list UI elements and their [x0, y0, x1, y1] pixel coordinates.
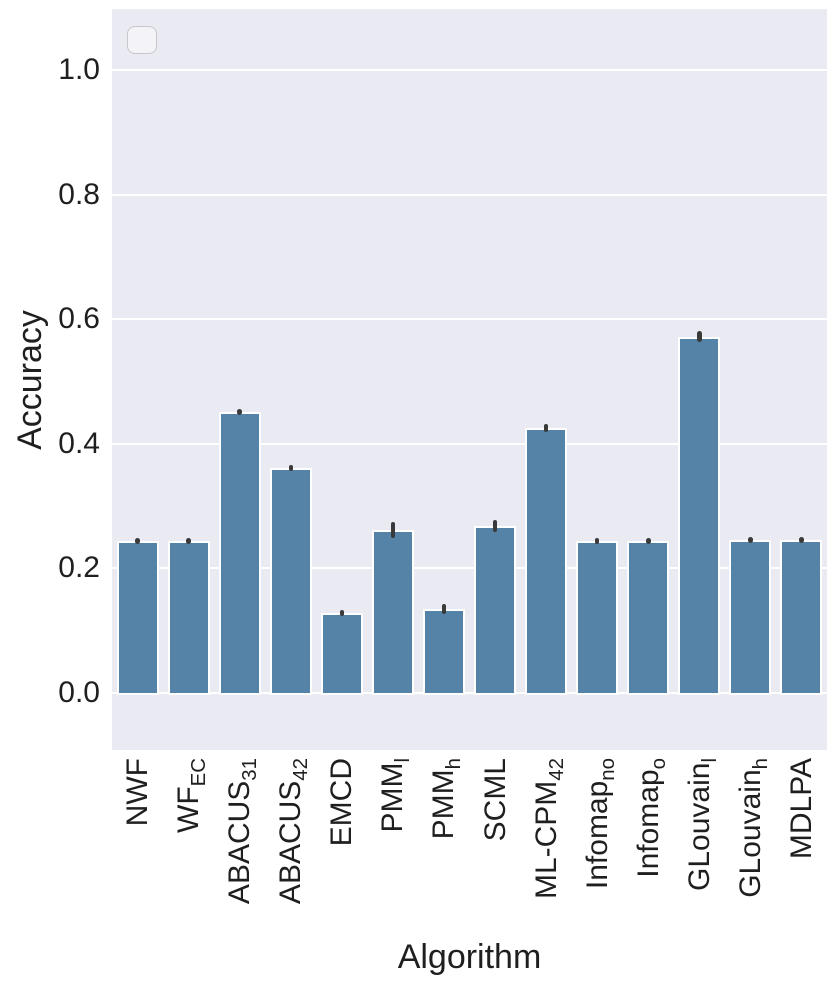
error-bar — [697, 331, 702, 343]
bar — [320, 612, 363, 695]
bar — [474, 526, 517, 695]
error-bar — [186, 537, 191, 544]
x-tick-label: ABACUS42 — [274, 758, 313, 905]
error-bar — [288, 464, 293, 472]
x-tick-label-subscript: 42 — [545, 758, 568, 781]
y-tick-label: 0.8 — [58, 177, 100, 211]
bar — [167, 540, 210, 695]
x-tick-label: SCML — [478, 758, 512, 842]
x-tick-label-subscript: h — [443, 758, 466, 770]
error-bar — [646, 537, 651, 544]
bar — [780, 540, 823, 695]
x-tick-label: Infomapo — [631, 758, 670, 878]
gridline — [112, 69, 827, 71]
y-tick-label: 0.6 — [58, 302, 100, 336]
bar — [422, 608, 465, 695]
bar — [371, 530, 414, 695]
error-bar — [237, 408, 242, 416]
error-bar — [799, 537, 804, 544]
x-tick-label-subscript: no — [596, 758, 619, 781]
x-tick-label: ML-CPM42 — [529, 758, 568, 900]
bar — [627, 540, 670, 695]
x-tick-label-subscript: l — [392, 758, 415, 763]
x-tick-label: Infomapno — [580, 758, 619, 890]
x-tick-label-subscript: h — [749, 758, 772, 770]
error-bar — [339, 609, 345, 616]
x-tick-label: NWF — [121, 758, 155, 827]
x-tick-label: GLouvainh — [733, 758, 772, 898]
x-axis-label: Algorithm — [397, 938, 542, 976]
x-tick-label-subscript: l — [698, 758, 721, 763]
bar — [729, 540, 772, 695]
error-bar — [543, 424, 549, 432]
gridline — [112, 318, 827, 321]
x-tick-label: PMMh — [427, 758, 466, 840]
x-tick-label: EMCD — [325, 758, 359, 847]
x-tick-label: MDLPA — [784, 758, 818, 860]
bar — [218, 412, 261, 695]
gridline — [112, 442, 827, 445]
y-tick-label: 0.0 — [58, 676, 100, 709]
y-tick-label: 0.2 — [58, 551, 100, 585]
bar — [269, 468, 312, 695]
bar — [576, 540, 619, 695]
gridline — [112, 692, 827, 694]
x-tick-label-subscript: 42 — [290, 758, 313, 781]
legend-box — [127, 26, 157, 54]
x-tick-label-subscript: o — [647, 758, 670, 770]
y-tick-label: 0.4 — [58, 426, 100, 460]
gridline — [112, 193, 827, 196]
bar — [678, 336, 721, 695]
x-tick-label: ABACUS31 — [223, 758, 262, 905]
error-bar — [594, 537, 600, 544]
error-bar — [748, 537, 753, 544]
x-tick-label-subscript: 31 — [239, 758, 262, 781]
x-tick-label: GLouvainl — [682, 758, 721, 891]
error-bar — [390, 522, 396, 539]
x-tick-label: WFEC — [172, 758, 211, 833]
error-bar — [135, 537, 140, 544]
bar — [525, 428, 568, 695]
x-tick-label-subscript: EC — [188, 758, 211, 787]
y-tick-label: 1.0 — [58, 53, 100, 86]
x-tick-label: PMMl — [376, 758, 415, 833]
error-bar — [492, 520, 498, 532]
error-bar — [441, 603, 447, 614]
gridline — [112, 567, 827, 570]
plot-area — [112, 9, 827, 750]
bar — [116, 540, 159, 695]
